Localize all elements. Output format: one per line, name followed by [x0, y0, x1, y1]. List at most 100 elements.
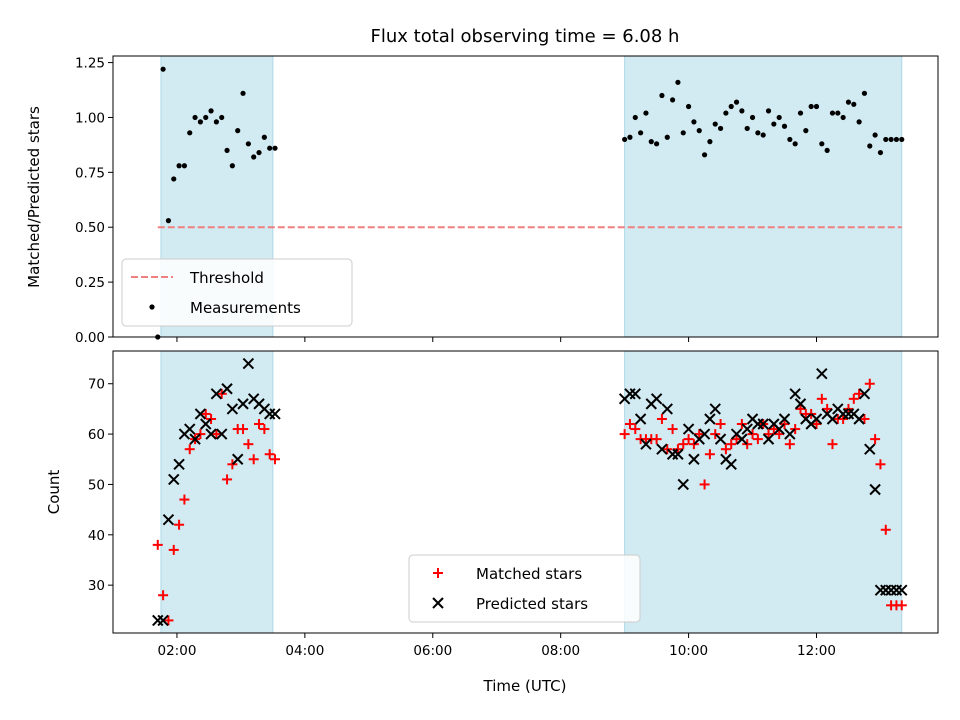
matched-star-point	[672, 444, 683, 455]
measurement-point	[192, 114, 198, 121]
predicted-mark-b	[704, 413, 716, 425]
y-tick-label: 50	[88, 477, 105, 493]
measurement-point	[851, 101, 857, 107]
measurement-point	[867, 143, 873, 149]
predicted-star-point	[741, 423, 753, 435]
predicted-star-point	[757, 418, 769, 430]
y-tick-label: 0.75	[75, 165, 105, 181]
predicted-mark-b	[720, 453, 732, 465]
measurement-point	[187, 130, 193, 136]
predicted-mark-b	[237, 398, 249, 410]
predicted-star-point	[205, 428, 217, 440]
matched-star-point	[678, 439, 689, 450]
measurement-point	[861, 90, 868, 96]
measurement-point	[701, 152, 708, 158]
predicted-mark-b	[247, 393, 260, 405]
predicted-mark-b	[189, 433, 201, 445]
predicted-mark-b	[650, 393, 663, 405]
predicted-mark-b	[826, 413, 839, 425]
matched-star-point	[720, 444, 731, 455]
shaded-interval	[624, 56, 902, 337]
predicted-mark-b	[709, 403, 721, 415]
measurement-point	[176, 163, 182, 169]
measurement-point	[638, 130, 644, 136]
matched-star-point	[211, 429, 222, 440]
matched-star-point	[731, 434, 742, 445]
x-tick-label: 08:00	[541, 643, 580, 659]
matched-star-point	[248, 454, 259, 465]
matched-star-point	[864, 378, 875, 389]
predicted-mark-b	[853, 413, 865, 425]
legend-box	[408, 554, 641, 623]
matched-star-point	[619, 429, 630, 440]
predicted-mark-b	[253, 398, 265, 410]
measurement-point	[733, 99, 740, 105]
measurement-point	[883, 136, 889, 143]
matched-star-point	[227, 459, 238, 470]
bottom-legend: Matched stars Predicted stars	[408, 554, 641, 623]
measurement-point	[696, 128, 702, 134]
predicted-star-point	[709, 403, 721, 415]
predicted-star-point	[789, 388, 801, 400]
matched-star-point	[174, 519, 185, 530]
x-tick-label: 12:00	[797, 643, 836, 659]
measurement-point	[888, 136, 894, 143]
predicted-star-point	[677, 478, 689, 491]
measurement-point	[648, 139, 654, 145]
measurement-point	[229, 163, 235, 169]
measurement-point	[256, 149, 262, 156]
predicted-star-point	[794, 398, 807, 410]
matched-star-point	[243, 439, 254, 450]
matched-star-point	[768, 424, 779, 435]
measurement-point	[245, 141, 251, 147]
predicted-mark-b	[688, 453, 700, 465]
matched-star-point	[270, 454, 281, 465]
matched-star-point	[827, 439, 838, 450]
predicted-mark-b	[200, 418, 212, 430]
predicted-star-point	[173, 458, 185, 471]
matched-star-point	[688, 439, 699, 450]
predicted-star-point	[816, 367, 828, 380]
matched-star-point	[222, 474, 233, 485]
measurement-point	[165, 218, 172, 224]
measurement-point	[632, 114, 638, 121]
predicted-star-point	[672, 448, 684, 460]
measurement-point	[856, 119, 862, 125]
predicted-star-point	[168, 473, 180, 486]
predicted-mark-b	[698, 428, 711, 440]
predicted-mark-b	[821, 408, 833, 420]
measurement-point	[797, 110, 804, 116]
predicted-star-point	[232, 453, 244, 465]
matched-star-point	[790, 424, 801, 435]
measurement-point	[240, 90, 246, 96]
predicted-star-point	[826, 413, 839, 425]
predicted-star-point	[162, 513, 175, 526]
measurement-point	[680, 130, 686, 136]
measurement-point	[654, 141, 660, 147]
predicted-mark-b	[725, 458, 737, 471]
predicted-mark-b	[848, 408, 860, 420]
predicted-mark-b	[736, 433, 748, 445]
measurement-point	[813, 103, 820, 110]
matched-star-point	[163, 615, 174, 626]
measurement-point	[208, 108, 214, 114]
predicted-star-point	[656, 443, 668, 455]
predicted-mark-b	[242, 357, 255, 370]
predicted-mark-b	[768, 418, 780, 430]
predicted-mark-b	[157, 614, 169, 627]
matched-star-point	[779, 419, 790, 430]
measurement-point	[627, 134, 633, 140]
predicted-star-point	[226, 403, 239, 415]
predicted-mark-b	[789, 388, 801, 400]
bottom-axes-frame	[112, 350, 939, 634]
y-tick-label: 60	[88, 427, 105, 443]
predicted-mark-b	[864, 443, 876, 455]
matched-star-point	[168, 544, 179, 555]
predicted-mark-b	[896, 584, 908, 596]
measurement-point	[622, 136, 628, 143]
matched-star-point	[662, 444, 673, 455]
measurement-point	[835, 110, 841, 116]
measurement-point	[792, 141, 798, 147]
matched-star-point	[699, 479, 710, 490]
predicted-star-point	[725, 458, 737, 471]
